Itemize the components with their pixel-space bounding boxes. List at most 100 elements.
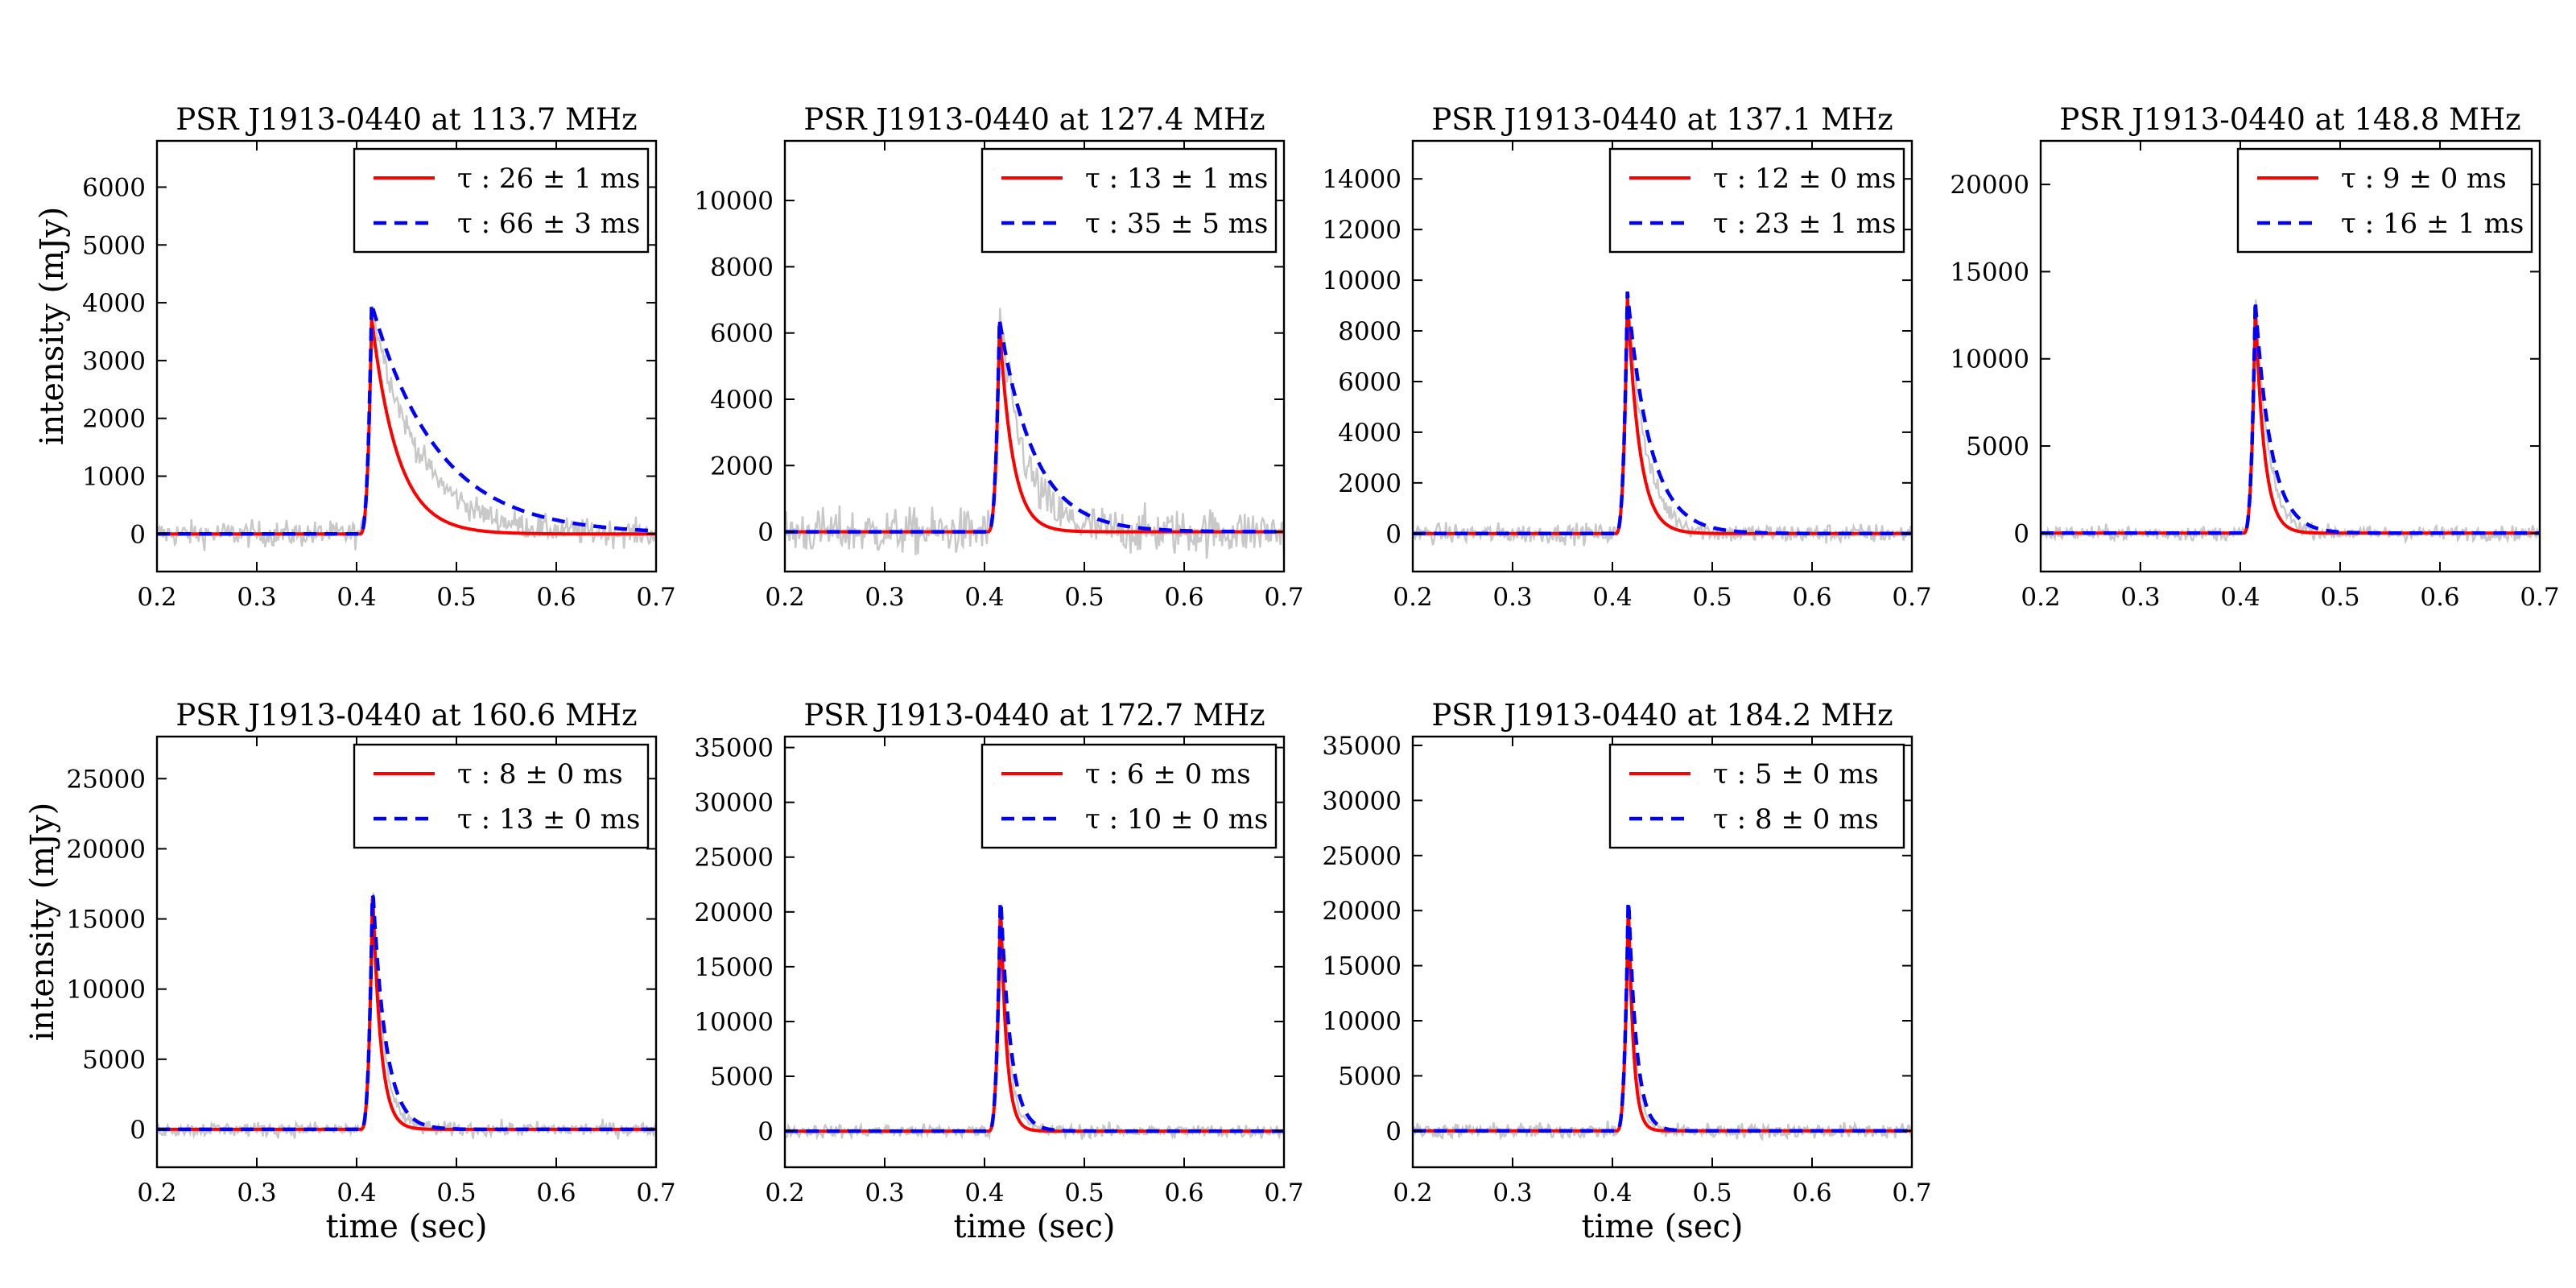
y-tick-label: 0 [130,520,146,549]
fit-curve-dashed [157,303,656,536]
legend-label: τ : 8 ± 0 ms [457,758,623,791]
chart-panel: 0.2 0.3 0.4 0.5 0.6 0.7 0 5000 10000 15000 20000 25… [66,698,675,1208]
chart-panel: 0.2 0.3 0.4 0.5 0.6 0.7 0 5000 10000 15000 20000 25… [694,698,1303,1208]
x-tick-label: 0.6 [1792,583,1831,612]
y-tick-label: 25000 [66,765,146,794]
fit-curve-dashed [157,894,656,1132]
y-tick-label: 25000 [694,844,774,873]
y-tick-label: 20000 [66,835,146,864]
x-tick-label: 0.2 [137,583,176,612]
chart-panel: 0.2 0.3 0.4 0.5 0.6 0.7 0 1000 2000 3000 4000 5000 6… [82,102,676,612]
y-tick-label: 10000 [1950,345,2029,374]
x-tick-label: 0.6 [536,583,576,612]
x-tick-label: 0.6 [1164,1179,1203,1208]
y-tick-label: 0 [1385,1117,1402,1146]
x-tick-label: 0.7 [1892,583,1931,612]
fit-curve-solid [157,898,656,1131]
legend-box [980,147,1278,254]
chart-title: PSR J1913-0440 at 148.8 MHz [2059,102,2520,137]
y-tick-label: 15000 [694,953,774,982]
y-tick-label: 6000 [82,173,146,202]
legend-label: τ : 9 ± 0 ms [2341,163,2507,195]
y-tick-label: 30000 [694,789,774,818]
x-tick-label: 0.4 [964,1179,1004,1208]
plot-frame [783,735,1286,1169]
y-axis-label: intensity (mJy) [24,803,61,1042]
y-tick-label: 10000 [1322,1007,1402,1036]
y-tick-label: 35000 [1322,732,1402,761]
legend-label: τ : 13 ± 0 ms [457,803,640,836]
x-tick-label: 0.6 [1792,1179,1831,1208]
fit-curve-dashed [785,902,1284,1133]
x-tick-label: 0.2 [1393,1179,1432,1208]
x-tick-label: 0.7 [636,1179,675,1208]
y-tick-label: 1000 [82,463,146,492]
chart-title: PSR J1913-0440 at 184.2 MHz [1431,698,1893,733]
y-tick-label: 0 [758,1117,774,1146]
y-tick-label: 20000 [1950,171,2029,200]
chart-panel: 0.2 0.3 0.4 0.5 0.6 0.7 0 5000 10000 15000 20000 PS… [1950,102,2559,612]
y-tick-label: 5000 [1338,1062,1402,1091]
x-tick-label: 0.7 [1264,1179,1303,1208]
chart-panel: 0.2 0.3 0.4 0.5 0.6 0.7 0 5000 10000 15000 20000 25… [1322,698,1931,1208]
y-tick-label: 14000 [1322,165,1402,194]
y-tick-label: 20000 [694,898,774,927]
legend: τ : 8 ± 0 ms τ : 13 ± 0 ms [353,743,650,849]
fit-curve-solid [157,316,656,536]
x-tick-label: 0.3 [237,1179,276,1208]
y-tick-label: 0 [130,1116,146,1145]
x-tick-label: 0.5 [1064,583,1104,612]
legend-label: τ : 5 ± 0 ms [1713,758,1879,791]
x-tick-label: 0.5 [1064,1179,1104,1208]
x-tick-label: 0.5 [436,1179,476,1208]
legend: τ : 26 ± 1 ms τ : 66 ± 3 ms [353,147,650,254]
y-tick-label: 5000 [1966,432,2029,461]
y-tick-label: 15000 [1322,952,1402,981]
y-tick-label: 8000 [1338,317,1402,346]
chart-title: PSR J1913-0440 at 137.1 MHz [1431,102,1893,137]
legend-label: τ : 66 ± 3 ms [457,208,640,240]
legend-label: τ : 8 ± 0 ms [1713,803,1879,836]
legend-label: τ : 16 ± 1 ms [2341,208,2524,240]
plot-frame [1411,735,1913,1169]
x-tick-label: 0.4 [2220,583,2260,612]
y-tick-label: 20000 [1322,897,1402,926]
x-tick-label: 0.4 [336,583,376,612]
y-tick-label: 0 [758,518,774,547]
legend-label: τ : 35 ± 5 ms [1085,208,1268,240]
data-trace [2041,299,2540,545]
legend-label: τ : 10 ± 0 ms [1085,803,1268,836]
x-axis-label: time (sec) [1582,1208,1744,1245]
x-tick-label: 0.4 [1592,1179,1632,1208]
y-axis-label: intensity (mJy) [34,207,71,446]
legend-label: τ : 13 ± 1 ms [1085,163,1268,195]
y-tick-label: 4000 [1338,419,1402,448]
plot-frame [2039,139,2541,573]
y-tick-label: 4000 [710,386,774,415]
fit-curve-dashed [1413,291,1912,536]
legend: τ : 6 ± 0 ms τ : 10 ± 0 ms [980,743,1278,849]
legend-label: τ : 26 ± 1 ms [457,163,640,195]
x-tick-label: 0.7 [1892,1179,1931,1208]
x-tick-label: 0.5 [2320,583,2359,612]
y-tick-label: 10000 [1322,266,1402,295]
x-tick-label: 0.4 [964,583,1004,612]
y-tick-label: 2000 [82,405,146,434]
x-tick-label: 0.2 [765,583,804,612]
x-tick-label: 0.3 [1492,1179,1532,1208]
chart-title: PSR J1913-0440 at 113.7 MHz [175,102,637,137]
x-tick-label: 0.7 [1264,583,1303,612]
fit-curve-dashed [2041,301,2540,535]
plot-frame [155,735,658,1169]
data-trace [157,892,656,1140]
x-tick-label: 0.3 [1492,583,1532,612]
legend-box [2236,147,2533,254]
plot-frame [1411,139,1913,573]
x-axis-label: time (sec) [954,1208,1116,1245]
legend-label: τ : 6 ± 0 ms [1085,758,1251,791]
legend: τ : 9 ± 0 ms τ : 16 ± 1 ms [2236,147,2533,254]
chart-panel: 0.2 0.3 0.4 0.5 0.6 0.7 0 2000 4000 6000 8000 10000… [694,102,1303,612]
x-tick-label: 0.7 [636,583,675,612]
legend: τ : 5 ± 0 ms τ : 8 ± 0 ms [1608,743,1905,849]
